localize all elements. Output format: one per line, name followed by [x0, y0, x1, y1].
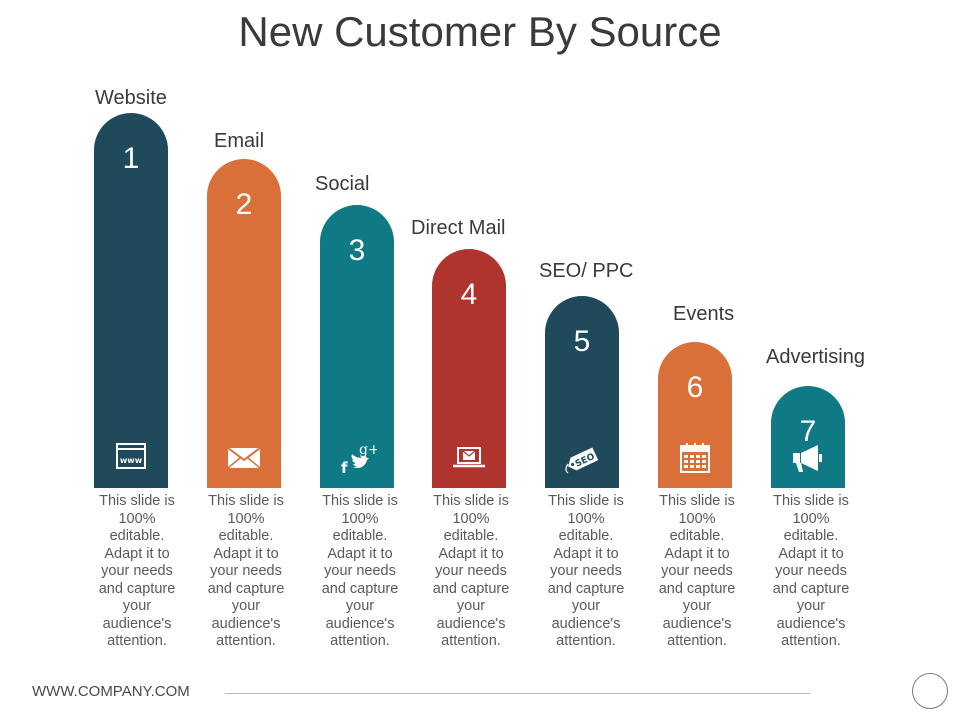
source-label-advertising: Advertising: [766, 346, 865, 368]
seo-tag-icon: SEO: [562, 440, 602, 476]
megaphone-icon: [788, 440, 828, 476]
bar-social: 3 g+ f: [320, 205, 394, 488]
description-website: This slide is 100% editable. Adapt it to…: [98, 493, 176, 649]
bar-advertising: 7: [771, 386, 845, 488]
source-label-direct-mail: Direct Mail: [411, 217, 506, 239]
social-media-icon: g+ f: [337, 440, 377, 476]
footer-divider: [225, 693, 810, 694]
svg-text:f: f: [341, 459, 348, 476]
www-browser-icon: www: [111, 440, 151, 476]
bar-events: 6: [658, 342, 732, 488]
bar-website: 1 www: [94, 113, 168, 488]
description-direct-mail: This slide is 100% editable. Adapt it to…: [432, 493, 510, 649]
bar-seo-ppc: 5 SEO: [545, 296, 619, 488]
svg-text:SEO: SEO: [574, 452, 597, 470]
description-advertising: This slide is 100% editable. Adapt it to…: [772, 493, 850, 649]
source-label-email: Email: [214, 130, 265, 152]
svg-text:www: www: [120, 456, 143, 465]
slide-title: New Customer By Source: [238, 8, 722, 55]
bar-number: 3: [348, 234, 366, 267]
bar-number: 4: [460, 278, 478, 311]
bar-number: 5: [573, 325, 591, 358]
bar-direct-mail: 4: [432, 249, 506, 488]
footer-url: WWW.COMPANY.COM: [32, 683, 190, 700]
source-label-website: Website: [95, 87, 167, 109]
laptop-mail-icon: [449, 440, 489, 476]
description-events: This slide is 100% editable. Adapt it to…: [658, 493, 736, 649]
description-email: This slide is 100% editable. Adapt it to…: [207, 493, 285, 649]
description-social: This slide is 100% editable. Adapt it to…: [321, 493, 399, 649]
source-label-events: Events: [673, 303, 735, 325]
source-label-seo-ppc: SEO/ PPC: [539, 260, 634, 282]
envelope-icon: [224, 440, 264, 476]
footer-circle: [912, 673, 948, 709]
bar-number: 6: [686, 371, 704, 404]
bar-number: 7: [799, 415, 817, 448]
bar-number: 2: [235, 188, 253, 221]
bar-email: 2: [207, 159, 281, 488]
source-label-social: Social: [315, 173, 370, 195]
svg-text:g+: g+: [359, 442, 377, 458]
calendar-icon: [675, 440, 715, 476]
description-seo-ppc: This slide is 100% editable. Adapt it to…: [547, 493, 625, 649]
bar-number: 1: [122, 142, 140, 175]
